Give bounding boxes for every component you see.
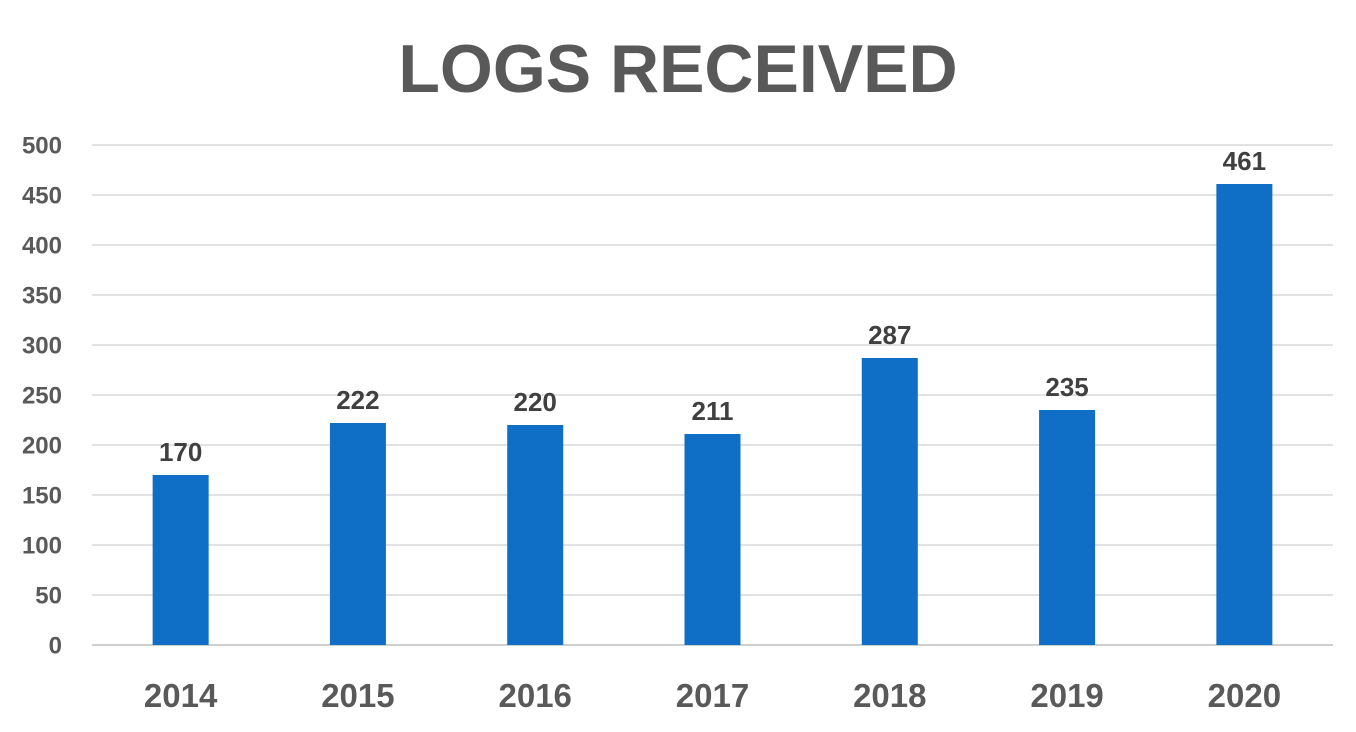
data-label-2016: 220 bbox=[514, 387, 557, 417]
bar-2017 bbox=[684, 434, 741, 645]
y-tick-label: 450 bbox=[22, 183, 62, 210]
y-tick-label: 200 bbox=[22, 433, 62, 460]
bar-2019 bbox=[1039, 410, 1096, 645]
bar-2018 bbox=[861, 358, 918, 645]
y-tick-label: 150 bbox=[22, 483, 62, 510]
x-axis-ticks: 2014 2015 2016 2017 2018 2019 2020 bbox=[144, 677, 1281, 714]
x-tick-label-2018: 2018 bbox=[853, 677, 926, 714]
data-label-2018: 287 bbox=[868, 320, 911, 350]
y-tick-label: 50 bbox=[35, 583, 62, 610]
y-tick-label: 300 bbox=[22, 333, 62, 360]
y-axis-ticks: 0 50 100 150 200 250 300 350 400 450 500 bbox=[22, 133, 62, 660]
data-label-2017: 211 bbox=[692, 396, 734, 426]
x-tick-label-2014: 2014 bbox=[144, 677, 218, 714]
data-label-2015: 222 bbox=[336, 385, 379, 415]
x-tick-label-2016: 2016 bbox=[499, 677, 572, 714]
y-tick-label: 250 bbox=[22, 383, 62, 410]
data-labels: 170 222 220 211 287 235 461 bbox=[159, 146, 1266, 467]
y-tick-label: 0 bbox=[49, 633, 62, 660]
y-tick-label: 100 bbox=[22, 533, 62, 560]
data-label-2019: 235 bbox=[1045, 372, 1088, 402]
x-tick-label-2019: 2019 bbox=[1030, 677, 1103, 714]
chart-title: LOGS RECEIVED bbox=[398, 31, 957, 107]
x-tick-label-2015: 2015 bbox=[321, 677, 394, 714]
bar-2020 bbox=[1216, 184, 1273, 645]
y-tick-label: 400 bbox=[22, 233, 62, 260]
bar-2016 bbox=[507, 425, 564, 645]
y-tick-label: 350 bbox=[22, 283, 62, 310]
bars bbox=[152, 184, 1273, 645]
data-label-2020: 461 bbox=[1223, 146, 1266, 176]
bar-2014 bbox=[152, 475, 209, 645]
bar-2015 bbox=[329, 423, 386, 645]
y-tick-label: 500 bbox=[22, 133, 62, 160]
data-label-2014: 170 bbox=[159, 437, 202, 467]
x-tick-label-2020: 2020 bbox=[1208, 677, 1281, 714]
x-tick-label-2017: 2017 bbox=[676, 677, 749, 714]
